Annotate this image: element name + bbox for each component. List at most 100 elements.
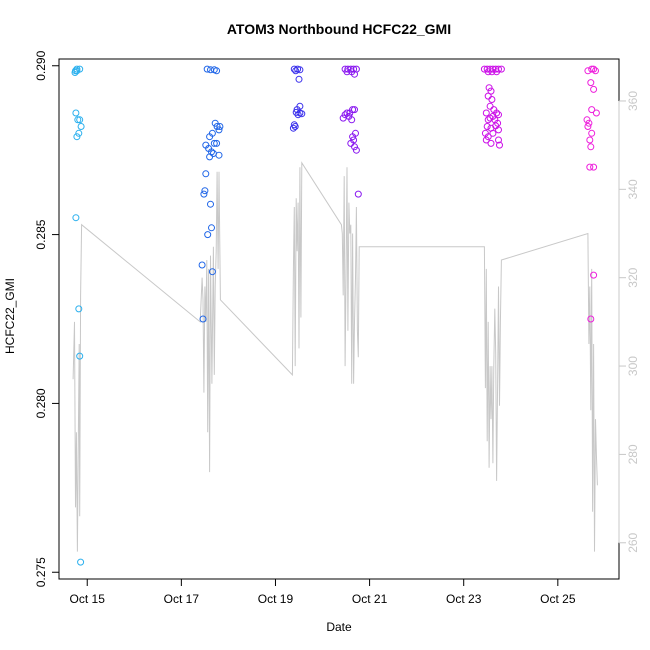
data-point: [201, 187, 209, 195]
data-point: [289, 124, 297, 132]
data-point: [292, 67, 300, 75]
data-point: [213, 123, 221, 130]
data-point: [592, 109, 600, 117]
series-2: [198, 65, 224, 323]
series-6: [583, 65, 600, 323]
data-point: [206, 133, 214, 141]
data-point: [296, 66, 304, 74]
data-point: [343, 68, 351, 76]
data-point: [73, 67, 81, 75]
x-tick-label: Oct 23: [446, 592, 482, 606]
data-point: [72, 109, 80, 117]
y-left-tick-label: 0.280: [34, 388, 48, 418]
data-point: [348, 116, 356, 124]
data-point: [354, 190, 362, 198]
data-point: [210, 139, 218, 147]
chart-title: ATOM3 Northbound HCFC22_GMI: [227, 21, 451, 37]
data-point: [586, 163, 594, 171]
data-point: [71, 69, 79, 76]
y-right-tick-label: 320: [626, 267, 640, 287]
data-point: [208, 224, 215, 232]
flight-track-layer: [72, 161, 598, 552]
data-point: [496, 141, 503, 149]
y-right-tick-label: 360: [626, 91, 640, 111]
data-point: [587, 143, 595, 151]
y-left-tick-label: 0.285: [34, 219, 48, 249]
data-point: [588, 106, 596, 114]
data-point: [202, 170, 210, 178]
data-point: [587, 315, 595, 323]
y-left-tick-label: 0.275: [34, 557, 48, 587]
data-point: [343, 109, 351, 117]
data-point: [203, 65, 211, 73]
data-point: [351, 70, 358, 78]
data-point: [341, 111, 349, 119]
data-point: [76, 116, 84, 124]
data-point: [488, 68, 496, 76]
data-point: [346, 109, 354, 117]
data-point: [590, 163, 598, 171]
y-right-tick-label: 300: [626, 356, 640, 376]
series-5: [480, 65, 505, 149]
data-point: [291, 123, 299, 130]
x-tick-label: Oct 15: [70, 592, 106, 606]
data-point: [586, 136, 594, 144]
series-4: [339, 65, 362, 198]
axes-layer: Oct 15 Oct 17 Oct 19 Oct 21 Oct 23 Oct 25 0.27…: [34, 50, 640, 606]
data-point: [215, 126, 223, 134]
data-point: [73, 133, 81, 141]
x-axis-label: Date: [326, 620, 352, 634]
data-point: [207, 200, 214, 208]
data-point: [495, 126, 502, 134]
y-right-tick-label: 280: [626, 444, 640, 464]
x-tick-label: Oct 17: [164, 592, 200, 606]
data-point: [294, 111, 302, 119]
y-right-tick-label: 340: [626, 179, 640, 199]
data-point: [298, 110, 306, 118]
data-point: [75, 129, 83, 137]
data-point: [76, 352, 84, 360]
data-point: [198, 261, 206, 269]
data-point: [482, 136, 490, 144]
x-tick-label: Oct 25: [540, 592, 576, 606]
data-point: [204, 231, 212, 239]
flight-track-line: [72, 161, 598, 552]
data-point: [208, 268, 216, 276]
data-point: [339, 114, 347, 122]
data-point: [215, 151, 223, 159]
data-point: [487, 139, 495, 147]
data-point: [213, 67, 221, 75]
y-left-tick-label: 0.290: [34, 50, 48, 80]
data-point: [592, 67, 599, 75]
data-point: [489, 129, 497, 137]
y-axis-label: HCFC22_GMI: [3, 278, 17, 354]
data-point: [482, 109, 490, 117]
data-point: [483, 123, 491, 130]
data-point: [493, 68, 501, 76]
data-point: [484, 116, 492, 124]
data-point: [590, 85, 598, 93]
data-point: [590, 65, 598, 73]
data-point: [295, 75, 303, 83]
data-point: [349, 133, 357, 141]
data-point: [588, 129, 596, 137]
data-point: [584, 123, 592, 130]
x-tick-label: Oct 19: [258, 592, 294, 606]
data-point: [495, 136, 502, 144]
data-point: [77, 123, 85, 130]
data-point: [488, 96, 496, 103]
data-point: [587, 79, 595, 87]
data-point: [77, 558, 85, 566]
data-point: [216, 123, 224, 130]
series-1: [71, 65, 85, 566]
data-point: [351, 106, 358, 114]
data-point: [588, 65, 596, 73]
data-point: [585, 119, 593, 127]
x-tick-label: Oct 21: [352, 592, 388, 606]
data-point: [206, 153, 214, 161]
data-point: [351, 143, 358, 151]
data-point: [590, 271, 598, 279]
series-3: [289, 65, 306, 132]
